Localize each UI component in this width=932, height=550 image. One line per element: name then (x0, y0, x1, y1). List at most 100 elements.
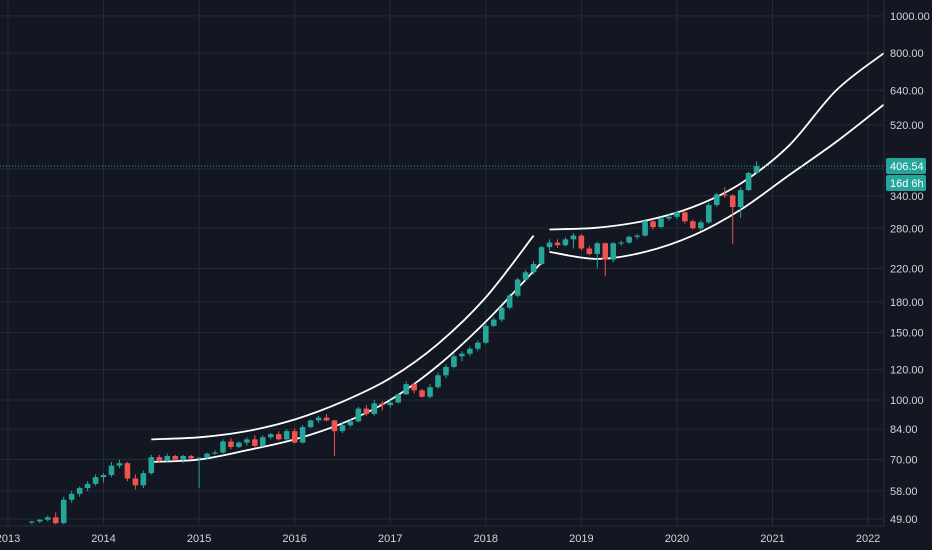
countdown-label: 16d 6h (890, 178, 924, 190)
candle (164, 453, 171, 462)
candle (530, 261, 537, 275)
candle-body (323, 417, 330, 421)
candle (498, 305, 505, 322)
candle (586, 245, 593, 256)
candle (522, 270, 529, 282)
candle-body (260, 437, 266, 446)
price-tick-label: 520.00 (890, 120, 924, 132)
candle-body (490, 319, 497, 326)
candle (475, 340, 481, 352)
candle-body (419, 390, 425, 397)
candle (538, 245, 545, 266)
candle (307, 419, 314, 429)
price-tick-label: 150.00 (890, 327, 924, 339)
candle-body (108, 465, 115, 476)
candle (124, 461, 131, 482)
candle-body (602, 243, 609, 260)
candle-body (753, 166, 760, 173)
candle-body (379, 403, 386, 406)
year-tick-label: 2017 (378, 533, 402, 545)
candle (180, 454, 186, 464)
candle (68, 490, 75, 503)
candle (339, 421, 346, 434)
candle (753, 161, 760, 174)
candle-body (307, 420, 314, 428)
candle (283, 429, 290, 441)
candle (419, 388, 425, 398)
candle (236, 441, 242, 449)
candle-body (682, 212, 688, 222)
candle (698, 220, 704, 231)
candle-body (315, 417, 322, 421)
candle-body (578, 235, 585, 249)
candle (721, 187, 728, 198)
price-tick-label: 640.00 (890, 85, 924, 97)
candle (148, 454, 155, 475)
candle (658, 216, 664, 229)
candle (674, 211, 680, 219)
candle (626, 235, 632, 244)
year-tick-label: 2019 (569, 533, 593, 545)
candle (204, 452, 210, 460)
candle-body (347, 421, 354, 426)
candle-body (52, 517, 59, 524)
candle (745, 171, 752, 192)
candle-body (706, 204, 712, 223)
candle-body (252, 439, 258, 446)
candle (244, 437, 250, 446)
candle (706, 202, 712, 224)
candle-body (244, 439, 250, 443)
candle (76, 486, 83, 497)
candle-body (228, 441, 234, 447)
candle (403, 381, 409, 396)
candle-body (164, 456, 171, 461)
candle-body (570, 235, 577, 240)
candle (451, 353, 457, 369)
year-tick-label: 2015 (187, 533, 211, 545)
candle-body (514, 279, 521, 296)
candle-body (451, 356, 457, 367)
candle-body (403, 384, 409, 395)
year-tick-label: 2014 (91, 533, 115, 545)
candle (108, 461, 115, 478)
candle-body (713, 194, 720, 205)
candle-body (506, 295, 513, 308)
candle-body (435, 375, 441, 388)
candle-body (483, 325, 489, 343)
candle-body (586, 248, 593, 254)
year-tick-label: 2016 (282, 533, 306, 545)
candle (132, 474, 139, 490)
candle (291, 428, 298, 444)
candle (411, 382, 417, 394)
candle-body (140, 473, 147, 486)
channel-curve (549, 52, 885, 231)
countdown-badge (886, 175, 926, 192)
candle (570, 233, 577, 249)
candle-body (331, 420, 338, 432)
candle (610, 241, 617, 263)
candle-body (634, 235, 640, 237)
candle-body (196, 457, 202, 459)
price-tick-label: 49.00 (890, 514, 918, 526)
candle-body (299, 427, 306, 443)
candle (690, 219, 696, 230)
candle-body (116, 463, 123, 466)
candle (228, 438, 234, 450)
year-tick-label: 2020 (665, 533, 689, 545)
candle-body (188, 456, 194, 459)
candle-body (132, 478, 139, 486)
candle-body (212, 452, 218, 454)
candle (467, 346, 473, 357)
candle-body (690, 221, 696, 229)
price-tick-label: 280.00 (890, 223, 924, 235)
candle-body (37, 519, 43, 522)
candle (315, 415, 322, 424)
candle (737, 187, 744, 218)
time-axis[interactable]: 2013 2014 2015 2016 2017 2018 2019 2020 2021 2022 (0, 533, 880, 545)
channel-curve (151, 235, 535, 441)
candle (347, 419, 354, 428)
candle-body (745, 172, 752, 191)
candle-body (411, 384, 417, 391)
